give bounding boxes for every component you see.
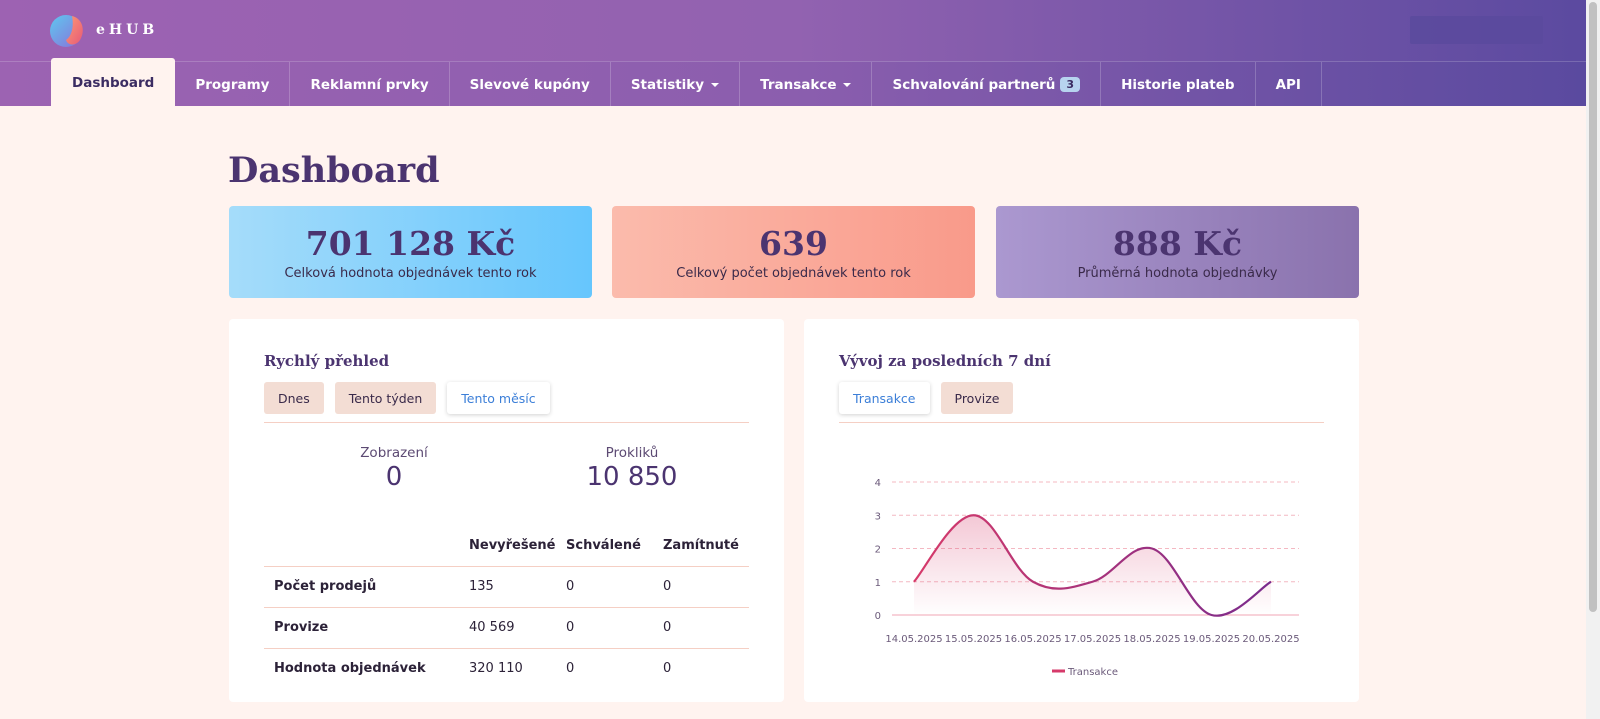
tab-provize[interactable]: Provize (940, 382, 1014, 414)
chevron-down-icon (843, 82, 852, 87)
x-tick-label: 19.05.2025 (1183, 634, 1240, 645)
x-tick-label: 17.05.2025 (1064, 634, 1121, 645)
metric-label: Prokliků (605, 445, 659, 461)
tab-transakce[interactable]: Transakce (839, 382, 930, 414)
divider (839, 422, 1324, 423)
table-cell: 0 (663, 661, 672, 677)
table-cell: 0 (653, 566, 749, 608)
metric-clicks: Prokliků 10 850 (517, 445, 747, 492)
stat-label: Celkový počet objednávek tento rok (676, 266, 911, 281)
y-tick-label: 0 (875, 611, 881, 622)
logo-text: eHUB (96, 22, 159, 38)
stat-label: Celková hodnota objednávek tento rok (284, 266, 537, 281)
period-month-button[interactable]: Tento měsíc (447, 382, 550, 414)
nav-item-label: Dashboard (72, 74, 155, 91)
stat-card-total-value: 701 128 Kč Celková hodnota objednávek te… (229, 206, 592, 298)
row-header: Hodnota objednávek (274, 661, 426, 677)
trend-tab-switcher: Transakce Provize (839, 382, 1014, 414)
table-cell: 0 (556, 607, 653, 649)
y-tick-label: 4 (875, 478, 881, 489)
table-row: Provize 40 569 0 0 (264, 607, 749, 649)
nav-item-historie-plateb[interactable]: Historie plateb (1101, 62, 1256, 107)
ehub-logo-icon[interactable] (50, 12, 88, 48)
table-cell: 0 (556, 566, 653, 608)
x-tick-label: 15.05.2025 (945, 634, 1002, 645)
nav-item-programy[interactable]: Programy (175, 62, 291, 107)
x-tick-label: 14.05.2025 (885, 634, 942, 645)
nav-item-api[interactable]: API (1256, 62, 1322, 107)
y-tick-label: 3 (875, 511, 881, 522)
metric-value: 0 (385, 462, 403, 492)
nav-item-reklamn-prvky[interactable]: Reklamní prvky (290, 62, 450, 107)
nav-item-statistiky[interactable]: Statistiky (611, 62, 741, 107)
table-cell: 0 (566, 661, 575, 677)
column-header (264, 526, 459, 567)
nav-item-label: Statistiky (630, 76, 705, 93)
stat-value: 701 128 Kč (305, 224, 516, 263)
column-header: Nevyřešené (459, 526, 556, 567)
table-cell: 40 569 (459, 607, 556, 649)
nav-item-label: Transakce (760, 76, 837, 93)
table-header-row: Nevyřešené Schválené Zamítnuté (264, 526, 749, 567)
page-title: Dashboard (228, 150, 440, 191)
top-header: eHUB (0, 0, 1586, 61)
summary-table: Nevyřešené Schválené Zamítnuté Počet pro… (264, 526, 749, 689)
row-header: Počet prodejů (264, 566, 459, 608)
period-today-button[interactable]: Dnes (264, 382, 324, 414)
x-tick-label: 20.05.2025 (1242, 634, 1299, 645)
row-header: Provize (264, 607, 459, 649)
stat-card-average-value: 888 Kč Průměrná hodnota objednávky (996, 206, 1359, 298)
legend-label[interactable]: Transakce (1067, 667, 1118, 678)
chevron-down-icon (711, 82, 720, 87)
metric-label: Zobrazení (360, 445, 428, 461)
metric-impressions: Zobrazení 0 (279, 445, 509, 492)
period-switcher: Dnes Tento týden Tento měsíc (264, 382, 550, 414)
table-row: Počet prodejů 135 0 0 (264, 566, 749, 608)
nav-item-transakce[interactable]: Transakce (740, 62, 873, 107)
column-header: Zamítnuté (653, 526, 749, 567)
nav-item-schvalov-n-partner-[interactable]: Schvalování partnerů 3 (872, 62, 1102, 107)
table-cell: 0 (653, 607, 749, 649)
period-week-button[interactable]: Tento týden (334, 382, 437, 414)
trend-card: Vývoj za posledních 7 dní Transakce Prov… (804, 319, 1359, 702)
column-header: Schválené (556, 526, 653, 567)
table-cell: 135 (459, 566, 556, 608)
main-navigation: Dashboard Programy Reklamní prvky Slevové k… (0, 58, 1586, 107)
user-menu[interactable] (1410, 16, 1543, 44)
table-row: Hodnota objednávek 320 110 0 0 (264, 648, 749, 689)
stat-card-order-count: 639 Celkový počet objednávek tento rok (612, 206, 975, 298)
x-tick-label: 16.05.2025 (1004, 634, 1061, 645)
transactions-line-chart: 0 1 2 3 4 14.05.2025 15.05.2025 16.05.2025 17.05… (875, 478, 1300, 678)
notification-badge: 3 (1060, 77, 1081, 92)
trend-title: Vývoj za posledních 7 dní (839, 352, 1051, 370)
table-cell: 320 110 (469, 661, 523, 677)
y-tick-label: 2 (875, 545, 881, 556)
stat-value: 888 Kč (1112, 224, 1243, 263)
series-area (914, 515, 1271, 616)
nav-item-label: Reklamní prvky (310, 76, 429, 93)
y-tick-label: 1 (875, 578, 881, 589)
quick-overview-card: Rychlý přehled Dnes Tento týden Tento mě… (229, 319, 784, 702)
nav-item-label: Historie plateb (1121, 76, 1235, 93)
metric-value: 10 850 (586, 462, 678, 492)
stat-label: Průměrná hodnota objednávky (1077, 266, 1278, 281)
nav-item-label: Slevové kupóny (469, 76, 590, 93)
quick-overview-title: Rychlý přehled (264, 352, 390, 370)
nav-item-label: API (1275, 76, 1301, 93)
x-tick-label: 18.05.2025 (1123, 634, 1180, 645)
nav-item-label: Schvalování partnerů (892, 76, 1056, 93)
stat-value: 639 (759, 224, 828, 263)
divider (264, 422, 749, 423)
nav-item-label: Programy (195, 76, 270, 93)
nav-item-slevov-kup-ny[interactable]: Slevové kupóny (450, 62, 611, 107)
nav-item-dashboard[interactable]: Dashboard (51, 58, 176, 107)
scrollbar-thumb[interactable] (1589, 2, 1597, 612)
series-line-transakce (913, 514, 1272, 617)
